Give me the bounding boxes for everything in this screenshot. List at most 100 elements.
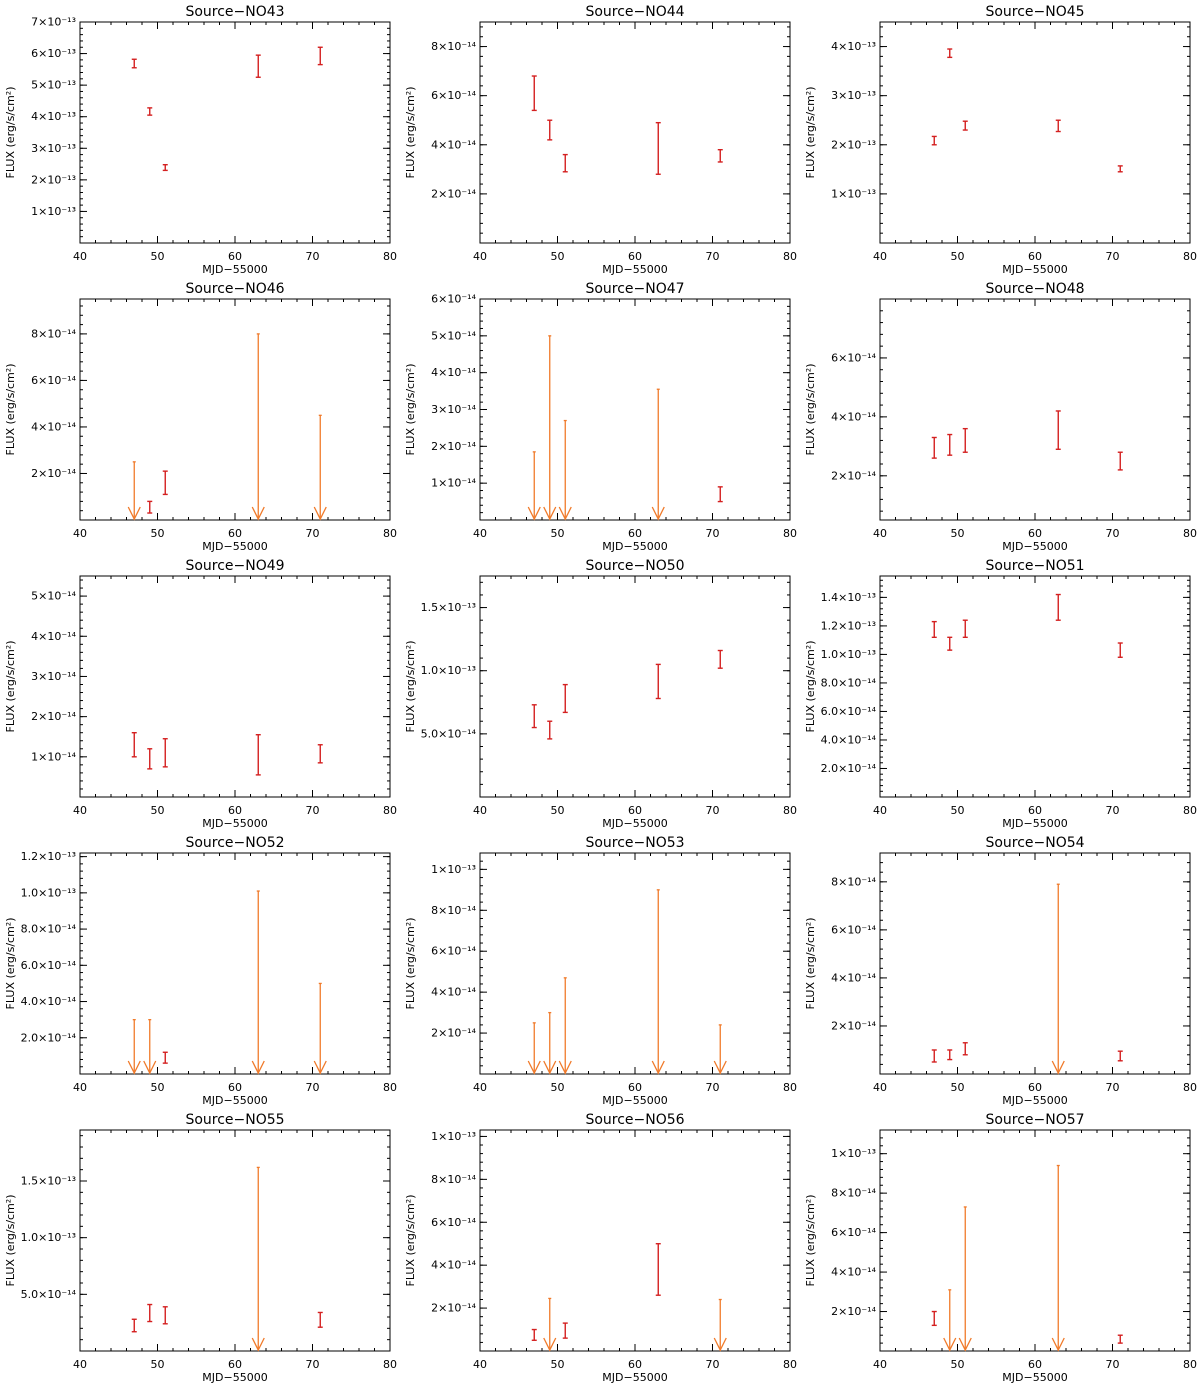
x-tick-label: 60 [628, 527, 642, 540]
x-tick-label: 80 [383, 1358, 397, 1371]
x-tick-label: 80 [1183, 1081, 1197, 1094]
plot-frame [879, 298, 1191, 521]
chart-title: Source−NO51 [985, 558, 1084, 574]
x-axis-label: MJD−55000 [1002, 1371, 1067, 1384]
x-tick-label: 60 [1028, 1081, 1042, 1094]
chart-title: Source−NO55 [185, 1112, 284, 1128]
plot-frame [479, 298, 791, 521]
x-tick-label: 60 [1028, 804, 1042, 817]
plot-frame [879, 1129, 1191, 1352]
y-tick-label: 1.4×10⁻¹³ [821, 591, 876, 604]
light-curve-panel: Source−NO55 40 50 60 70 80 MJD−55000 5.0×10⁻¹⁴ 1… [4, 1112, 397, 1384]
x-tick-label: 60 [1028, 527, 1042, 540]
x-tick-label: 50 [551, 1358, 565, 1371]
x-tick-label: 50 [951, 250, 965, 263]
x-tick-label: 70 [306, 1081, 320, 1094]
y-tick-label: 1.0×10⁻¹³ [21, 886, 76, 899]
x-tick-label: 80 [1183, 1358, 1197, 1371]
x-axis-label: MJD−55000 [602, 263, 667, 276]
x-tick-label: 80 [783, 250, 797, 263]
y-tick-label: 2.0×10⁻¹⁴ [21, 1031, 77, 1044]
y-tick-label: 1.2×10⁻¹³ [821, 619, 876, 632]
y-tick-label: 4.0×10⁻¹⁴ [21, 995, 77, 1008]
y-tick-label: 2×10⁻¹⁴ [431, 1302, 476, 1315]
plot-frame [479, 575, 791, 798]
y-tick-label: 1.0×10⁻¹³ [421, 664, 476, 677]
light-curve-panel: Source−NO44 40 50 60 70 80 MJD−55000 2×10⁻¹⁴ 4×1… [404, 4, 797, 276]
error-bar [547, 720, 553, 740]
x-tick-label: 70 [1106, 527, 1120, 540]
error-bar [531, 75, 537, 112]
y-tick-label: 7×10⁻¹³ [31, 16, 76, 29]
y-tick-label: 2×10⁻¹⁴ [431, 187, 476, 200]
error-bar [162, 1051, 168, 1064]
y-tick-label: 3×10⁻¹³ [31, 142, 76, 155]
x-tick-label: 40 [873, 804, 887, 817]
x-tick-label: 70 [306, 804, 320, 817]
error-bar [1117, 1334, 1123, 1344]
x-tick-label: 80 [783, 1358, 797, 1371]
x-axis-label: MJD−55000 [202, 1094, 267, 1107]
upper-limit-arrow [558, 977, 572, 1075]
y-tick-label: 6×10⁻¹⁴ [431, 89, 476, 102]
error-bar [947, 1049, 953, 1061]
upper-limit-arrow [651, 889, 665, 1075]
y-tick-label: 8×10⁻¹⁴ [831, 875, 876, 888]
upper-limit-arrow [543, 1297, 557, 1352]
chart-title: Source−NO52 [185, 835, 284, 851]
y-tick-label: 5.0×10⁻¹⁴ [421, 727, 477, 740]
chart-title: Source−NO43 [185, 4, 284, 20]
x-tick-label: 40 [473, 250, 487, 263]
x-tick-label: 60 [628, 250, 642, 263]
upper-limit-arrow [543, 335, 557, 521]
upper-limit-arrow [543, 1011, 557, 1075]
x-axis-label: MJD−55000 [602, 540, 667, 553]
light-curve-panel: Source−NO53 40 50 60 70 80 MJD−55000 2×10⁻¹⁴ 4×1… [404, 835, 797, 1107]
error-bar [1117, 642, 1123, 658]
y-tick-label: 4×10⁻¹³ [31, 110, 76, 123]
x-tick-label: 80 [383, 527, 397, 540]
upper-limit-arrow [527, 451, 541, 521]
error-bar [962, 120, 968, 131]
x-tick-label: 50 [151, 527, 165, 540]
plot-frame [479, 852, 791, 1075]
x-tick-label: 60 [628, 1081, 642, 1094]
light-curve-panel: Source−NO52 40 50 60 70 80 MJD−55000 2.0×10⁻¹⁴ 4… [4, 835, 397, 1107]
x-axis-label: MJD−55000 [1002, 263, 1067, 276]
upper-limit-arrow [713, 1298, 727, 1352]
y-tick-label: 6×10⁻¹⁴ [431, 293, 476, 306]
error-bar [531, 1328, 537, 1341]
error-bar [931, 135, 937, 146]
y-axis-label: FLUX (erg/s/cm²) [804, 364, 817, 456]
error-bar [931, 1310, 937, 1327]
y-tick-label: 8×10⁻¹⁴ [431, 40, 476, 53]
plot-frame [79, 21, 391, 244]
x-tick-label: 50 [151, 250, 165, 263]
chart-title: Source−NO53 [585, 835, 684, 851]
y-tick-label: 5×10⁻¹³ [31, 79, 76, 92]
x-axis-label: MJD−55000 [602, 1371, 667, 1384]
error-bar [655, 1243, 661, 1296]
light-curve-panel: Source−NO48 40 50 60 70 80 MJD−55000 2×10⁻¹⁴ 4×1… [804, 281, 1197, 553]
error-bar [562, 153, 568, 173]
y-tick-label: 8×10⁻¹⁴ [831, 1187, 876, 1200]
x-tick-label: 80 [1183, 250, 1197, 263]
error-bar [1117, 451, 1123, 471]
y-tick-label: 4×10⁻¹⁴ [431, 138, 476, 151]
upper-limit-arrow [943, 1289, 957, 1352]
y-tick-label: 1×10⁻¹³ [831, 187, 876, 200]
chart-title: Source−NO45 [985, 4, 1084, 20]
y-tick-label: 6×10⁻¹⁴ [431, 1216, 476, 1229]
y-axis-label: FLUX (erg/s/cm²) [4, 1195, 17, 1287]
error-bar [931, 436, 937, 459]
y-tick-label: 8×10⁻¹⁴ [431, 1173, 476, 1186]
plot-frame [879, 21, 1191, 244]
y-axis-label: FLUX (erg/s/cm²) [804, 641, 817, 733]
y-axis-label: FLUX (erg/s/cm²) [404, 87, 417, 179]
error-bar [147, 500, 153, 514]
light-curve-panel: Source−NO49 40 50 60 70 80 MJD−55000 1×10⁻¹⁴ 2×1… [4, 558, 397, 830]
plot-frame [879, 852, 1191, 1075]
plot-frame [79, 1129, 391, 1352]
upper-limit-arrow [251, 890, 265, 1075]
x-tick-label: 40 [873, 527, 887, 540]
